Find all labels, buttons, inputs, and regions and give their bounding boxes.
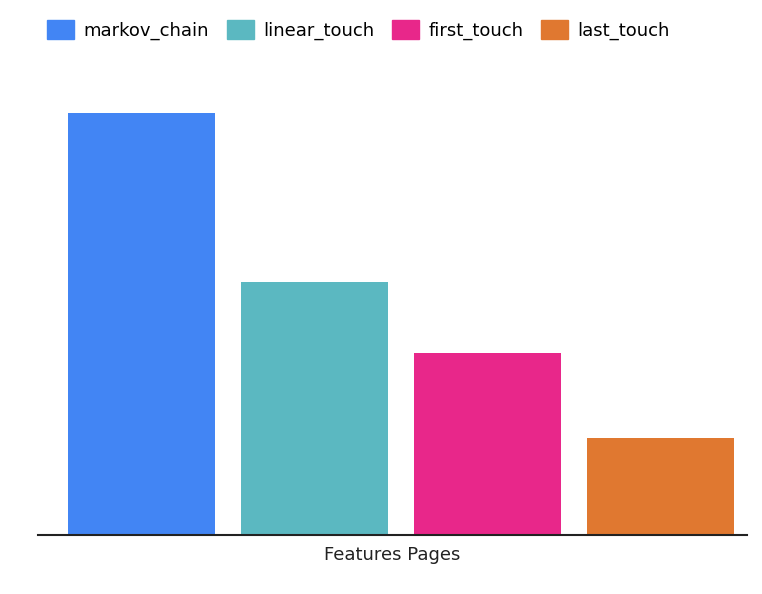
X-axis label: Features Pages: Features Pages xyxy=(325,546,460,564)
Bar xyxy=(242,282,388,535)
Bar xyxy=(587,438,734,535)
Legend: markov_chain, linear_touch, first_touch, last_touch: markov_chain, linear_touch, first_touch,… xyxy=(47,20,670,40)
Bar xyxy=(69,113,215,535)
Bar xyxy=(414,353,561,535)
